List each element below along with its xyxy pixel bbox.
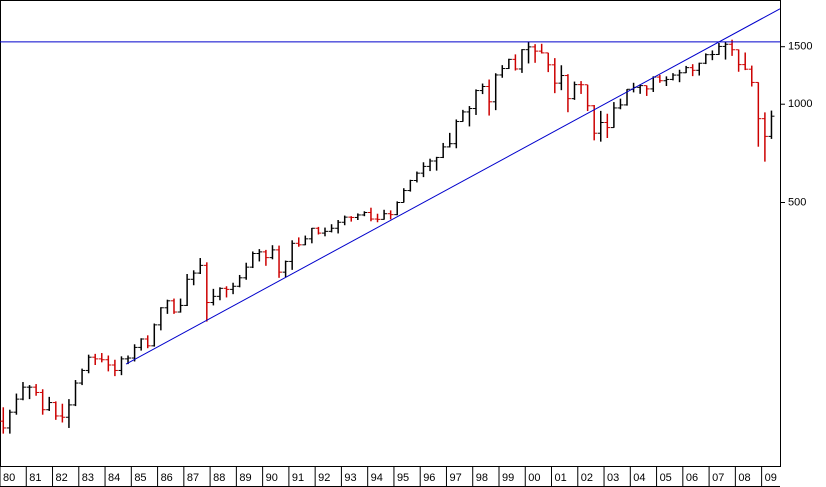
x-tick-label: 81	[29, 472, 41, 484]
x-tick-label: 90	[266, 472, 278, 484]
x-tick-label: 04	[633, 472, 645, 484]
x-tick-label: 97	[449, 472, 461, 484]
x-tick-label: 06	[686, 472, 698, 484]
x-tick-label: 05	[660, 472, 672, 484]
trend-line	[125, 8, 781, 365]
x-tick-label: 83	[82, 472, 94, 484]
x-tick-label: 94	[371, 472, 383, 484]
y-tick-label: 1000	[788, 98, 812, 110]
x-tick-label: 01	[555, 472, 567, 484]
x-tick-label: 86	[161, 472, 173, 484]
x-tick-label: 85	[134, 472, 146, 484]
plot-frame	[0, 0, 781, 467]
x-tick-label: 98	[476, 472, 488, 484]
x-tick-label: 95	[397, 472, 409, 484]
x-tick-label: 80	[3, 472, 15, 484]
x-tick-label: 96	[423, 472, 435, 484]
x-tick-label: 03	[607, 472, 619, 484]
x-tick-label: 92	[318, 472, 330, 484]
x-tick-label: 02	[581, 472, 593, 484]
y-tick-label: 1500	[788, 41, 812, 53]
x-tick-label: 91	[292, 472, 304, 484]
x-tick-label: 84	[108, 472, 120, 484]
x-tick-label: 08	[738, 472, 750, 484]
x-tick-label: 82	[56, 472, 68, 484]
x-tick-label: 87	[187, 472, 199, 484]
x-tick-label: 89	[239, 472, 251, 484]
y-tick-label: 500	[788, 196, 806, 208]
x-tick-label: 07	[712, 472, 724, 484]
x-tick-label: 99	[502, 472, 514, 484]
x-tick-label: 09	[765, 472, 777, 484]
x-tick-label: 93	[344, 472, 356, 484]
x-tick-label: 88	[213, 472, 225, 484]
x-tick-label: 00	[528, 472, 540, 484]
